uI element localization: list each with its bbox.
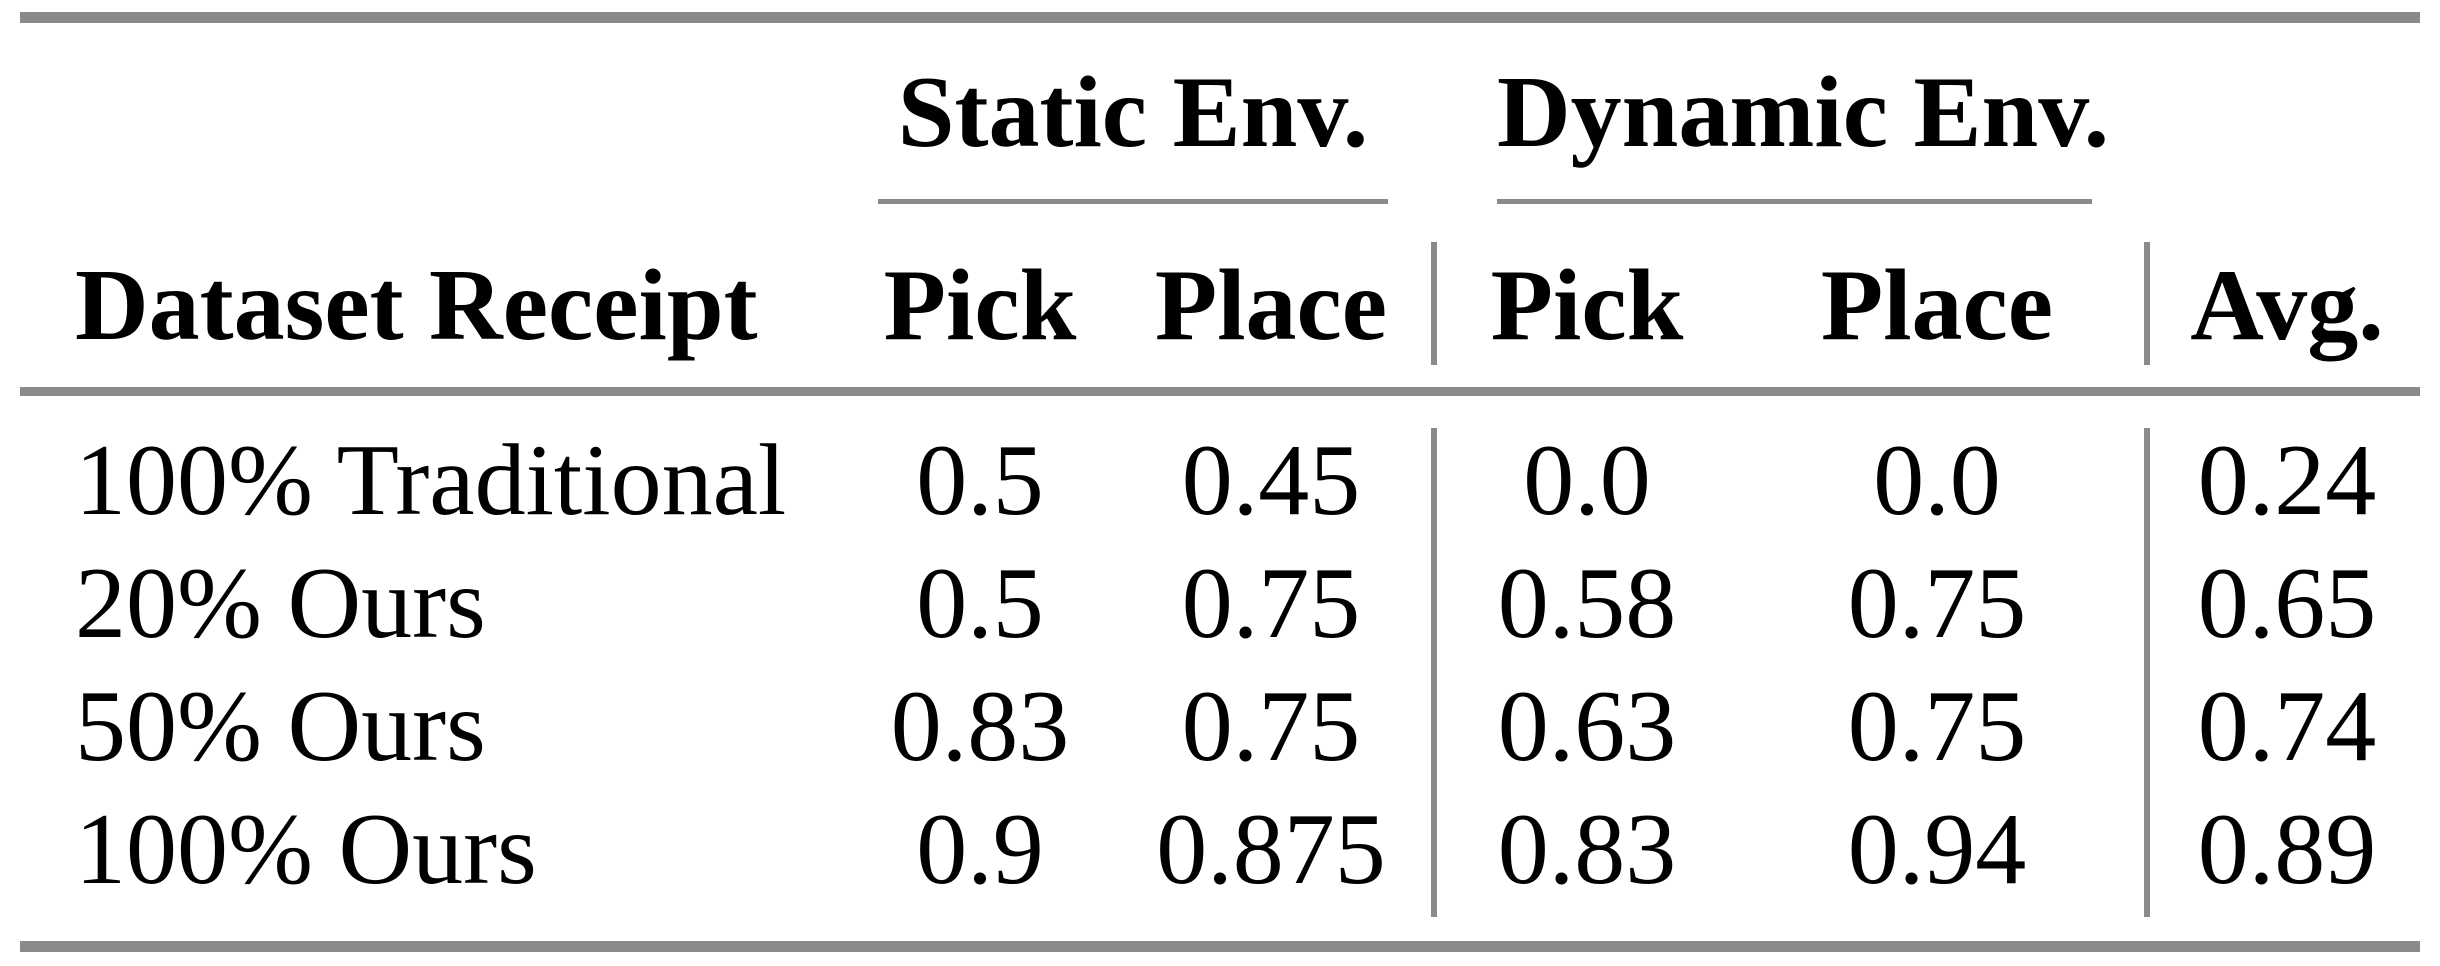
mid-rule: [20, 387, 2420, 396]
cell-avg: 0.74: [2197, 670, 2377, 783]
header-dynamic-pick: Pick: [1490, 249, 1684, 362]
row-label: 100% Ours: [75, 793, 537, 906]
header-dataset-receipt: Dataset Receipt: [75, 249, 758, 362]
header-static-place: Place: [1154, 249, 1388, 362]
cell-dynamic-pick: 0.0: [1523, 424, 1651, 537]
header-avg: Avg.: [2190, 249, 2384, 362]
top-rule: [20, 12, 2420, 23]
cell-static-pick: 0.5: [916, 547, 1044, 660]
cell-avg: 0.24: [2197, 424, 2377, 537]
dynamic-env-underline: [1497, 199, 2092, 204]
cell-static-place: 0.75: [1181, 670, 1361, 783]
cell-dynamic-pick: 0.63: [1497, 670, 1677, 783]
cell-dynamic-place: 0.75: [1847, 547, 2027, 660]
cell-static-pick: 0.9: [916, 793, 1044, 906]
cell-avg: 0.89: [2197, 793, 2377, 906]
vertical-separator-2-body: [2144, 428, 2150, 917]
table-row: 100% Ours 0.9 0.875 0.83 0.94 0.89: [0, 788, 2440, 911]
cell-static-place: 0.75: [1181, 547, 1361, 660]
vertical-separator-1-body: [1431, 428, 1437, 917]
table-header-row: Dataset Receipt Pick Place Pick Place Av…: [0, 244, 2440, 367]
column-group-dynamic-env: Dynamic Env.: [1497, 56, 2110, 169]
vertical-separator-1-header: [1431, 242, 1437, 365]
static-env-underline: [878, 199, 1388, 204]
cell-dynamic-pick: 0.58: [1497, 547, 1677, 660]
cell-dynamic-pick: 0.83: [1497, 793, 1677, 906]
cell-avg: 0.65: [2197, 547, 2377, 660]
table-row: 20% Ours 0.5 0.75 0.58 0.75 0.65: [0, 542, 2440, 665]
table-row: 100% Traditional 0.5 0.45 0.0 0.0 0.24: [0, 419, 2440, 542]
cell-static-pick: 0.83: [890, 670, 1070, 783]
row-label: 100% Traditional: [75, 424, 787, 537]
table-row: 50% Ours 0.83 0.75 0.63 0.75 0.74: [0, 665, 2440, 788]
cell-dynamic-place: 0.75: [1847, 670, 2027, 783]
cell-dynamic-place: 0.0: [1873, 424, 2001, 537]
cell-static-place: 0.45: [1181, 424, 1361, 537]
bottom-rule: [20, 941, 2420, 952]
row-label: 50% Ours: [75, 670, 486, 783]
cell-static-place: 0.875: [1156, 793, 1386, 906]
column-group-static-env: Static Env.: [897, 56, 1369, 169]
header-dynamic-place: Place: [1820, 249, 2054, 362]
cell-dynamic-place: 0.94: [1847, 793, 2027, 906]
vertical-separator-2-header: [2144, 242, 2150, 365]
row-label: 20% Ours: [75, 547, 486, 660]
header-static-pick: Pick: [883, 249, 1077, 362]
cell-static-pick: 0.5: [916, 424, 1044, 537]
